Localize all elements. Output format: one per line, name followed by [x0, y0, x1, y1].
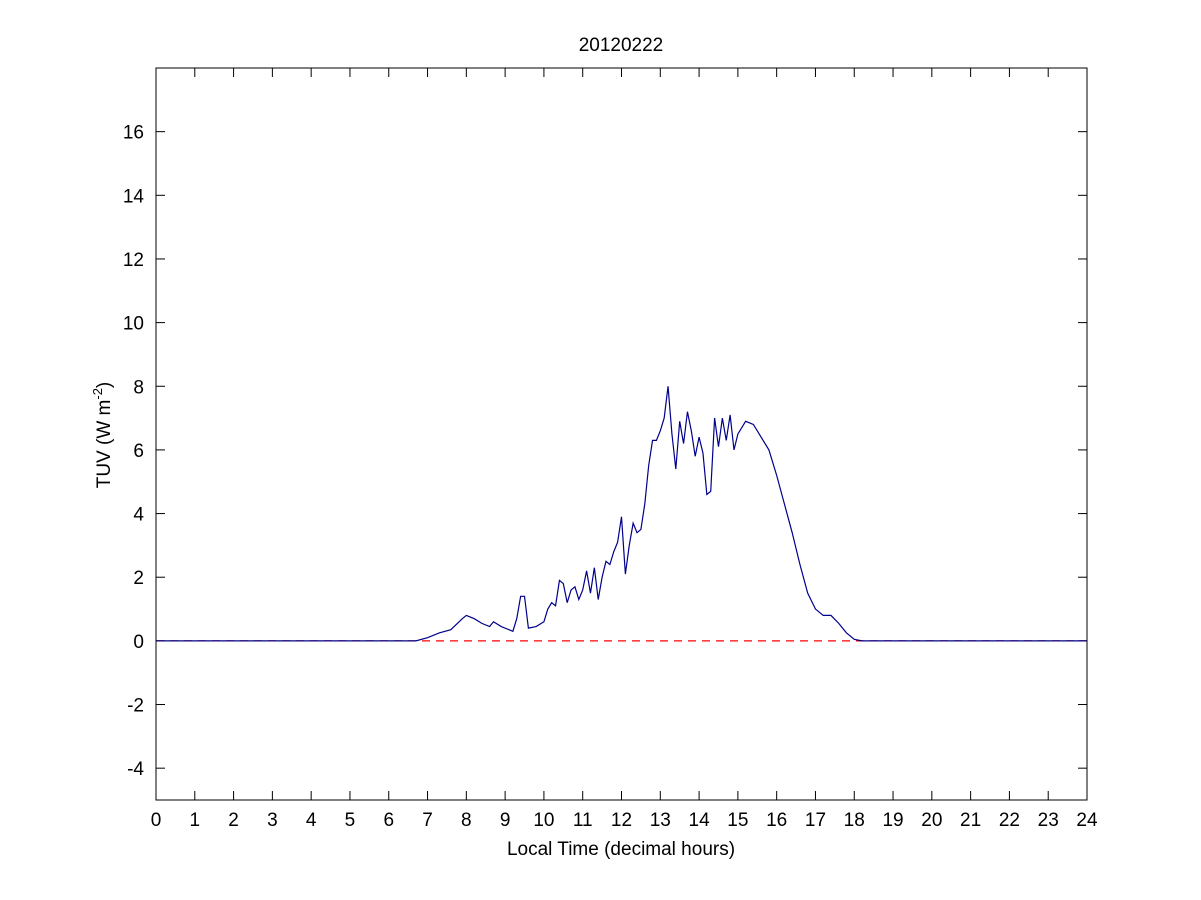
x-tick-label: 14: [689, 810, 711, 831]
x-axis-label: Local Time (decimal hours): [507, 839, 735, 860]
x-tick-label: 16: [766, 810, 787, 831]
x-tick-label: 7: [422, 810, 433, 831]
x-tick-label: 11: [573, 810, 593, 831]
y-tick-label: 14: [123, 186, 145, 207]
x-tick-label: 2: [228, 810, 239, 831]
x-tick-label: 13: [650, 810, 671, 831]
x-tick-label: 20: [921, 810, 942, 831]
x-tick-label: 4: [306, 810, 317, 831]
y-tick-label: 2: [133, 568, 144, 589]
y-tick-label: 12: [123, 250, 144, 271]
x-tick-label: 0: [151, 810, 162, 831]
x-tick-label: 22: [999, 810, 1020, 831]
y-label-sup: -2: [90, 388, 105, 400]
y-tick-label: 6: [133, 441, 144, 462]
x-tick-label: 8: [461, 810, 472, 831]
y-tick-label: -4: [127, 759, 144, 780]
x-tick-label: 19: [882, 810, 903, 831]
x-tick-label: 3: [267, 810, 278, 831]
x-tick-label: 10: [533, 810, 554, 831]
x-tick-label: 17: [805, 810, 826, 831]
y-axis-label: TUV (W m-2): [90, 382, 115, 489]
x-tick-label: 1: [190, 810, 201, 831]
x-tick-label: 9: [500, 810, 511, 831]
y-label-end: ): [94, 382, 115, 388]
y-tick-label: 0: [133, 632, 144, 653]
y-tick-label: 10: [123, 314, 144, 335]
y-tick-label: 16: [123, 123, 144, 144]
x-tick-label: 24: [1076, 810, 1098, 831]
y-tick-label: 8: [133, 377, 144, 398]
plot-frame: [155, 67, 1088, 801]
x-tick-label: 5: [345, 810, 356, 831]
x-tick-label: 15: [727, 810, 748, 831]
y-label-text: TUV (W m: [94, 400, 115, 489]
series-line: [156, 386, 1087, 642]
x-tick-label: 18: [844, 810, 865, 831]
chart-title: 20120222: [579, 35, 664, 56]
y-tick-label: -2: [127, 696, 144, 717]
x-tick-label: 6: [383, 810, 394, 831]
x-tick-label: 21: [960, 810, 981, 831]
y-tick-label: 4: [133, 505, 144, 526]
x-tick-label: 23: [1038, 810, 1059, 831]
x-tick-label: 12: [611, 810, 632, 831]
